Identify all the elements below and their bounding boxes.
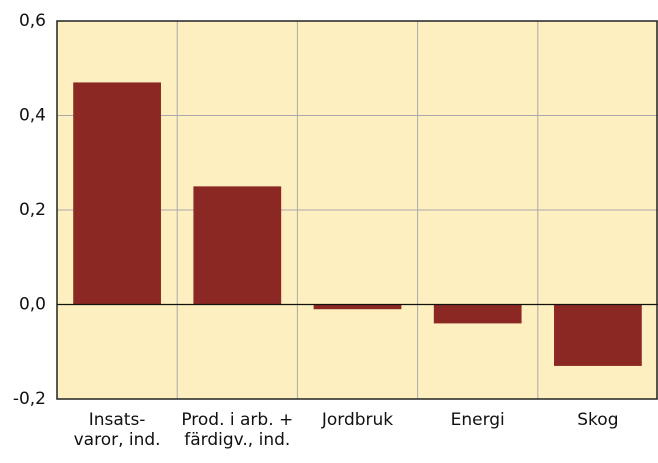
- y-tick-label: 0,6: [19, 11, 46, 31]
- bar: [193, 186, 282, 305]
- y-tick-label: 0,0: [19, 295, 46, 315]
- x-tick-label: Prod. i arb. + färdigv., ind.: [181, 410, 294, 450]
- bar: [313, 304, 402, 310]
- y-tick-label: 0,4: [19, 106, 46, 126]
- bar: [554, 304, 642, 366]
- x-tick-label: Energi: [450, 410, 505, 430]
- y-tick-label: -0,2: [13, 389, 46, 409]
- bar: [433, 304, 522, 324]
- bar: [73, 82, 161, 305]
- y-tick-label: 0,2: [19, 200, 46, 220]
- x-tick-label: Insats- varor, ind.: [73, 410, 161, 450]
- x-tick-label: Skog: [577, 410, 619, 430]
- x-tick-label: Jordbruk: [321, 410, 394, 430]
- plot-border: [56, 20, 658, 400]
